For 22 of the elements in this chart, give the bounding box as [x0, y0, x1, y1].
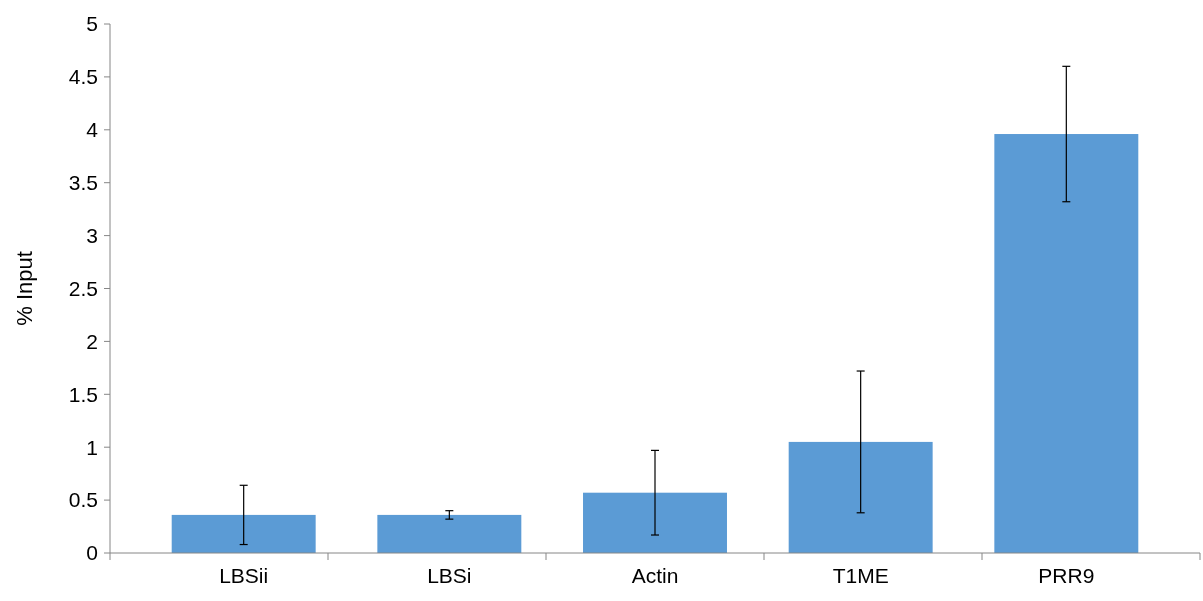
x-tick-label: LBSii: [219, 564, 269, 587]
y-axis-title: % Input: [12, 251, 37, 326]
y-tick-label: 4: [86, 118, 99, 142]
y-tick-label: 0.5: [68, 488, 98, 512]
y-tick-label: 3.5: [68, 171, 98, 195]
bar: [377, 514, 522, 553]
bar: [583, 492, 727, 553]
y-tick-label: 2: [86, 329, 98, 353]
y-tick-label: 4.5: [68, 65, 98, 89]
x-tick-label: Actin: [631, 564, 679, 587]
y-tick-label: 2.5: [68, 276, 98, 300]
y-tick-label: 5: [86, 12, 98, 36]
x-tick-label: LBSi: [427, 564, 472, 587]
bar: [788, 441, 933, 553]
x-tick-label: T1ME: [832, 564, 889, 587]
y-tick-label: 0: [86, 541, 98, 565]
bar: [994, 134, 1139, 553]
bar: [171, 514, 316, 553]
x-tick-label: PRR9: [1038, 564, 1095, 587]
y-tick-label: 1.5: [68, 382, 98, 406]
y-tick-label: 1: [86, 435, 98, 459]
y-tick-label: 3: [86, 223, 98, 247]
